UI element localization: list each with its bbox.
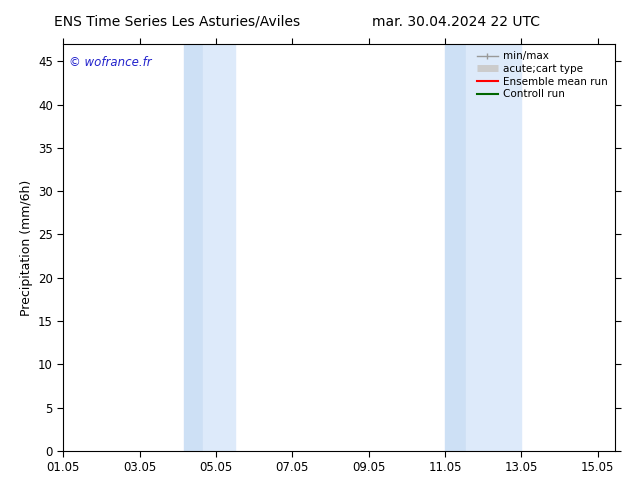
Bar (445, 44, 466, 451)
Text: © wofrance.fr: © wofrance.fr (69, 56, 152, 69)
Bar (184, 44, 203, 451)
Text: mar. 30.04.2024 22 UTC: mar. 30.04.2024 22 UTC (373, 15, 540, 29)
Bar (466, 44, 521, 451)
Legend: min/max, acute;cart type, Ensemble mean run, Controll run: min/max, acute;cart type, Ensemble mean … (473, 47, 612, 103)
Text: ENS Time Series Les Asturies/Aviles: ENS Time Series Les Asturies/Aviles (55, 15, 301, 29)
Bar (203, 44, 235, 451)
Y-axis label: Precipitation (mm/6h): Precipitation (mm/6h) (20, 179, 32, 316)
